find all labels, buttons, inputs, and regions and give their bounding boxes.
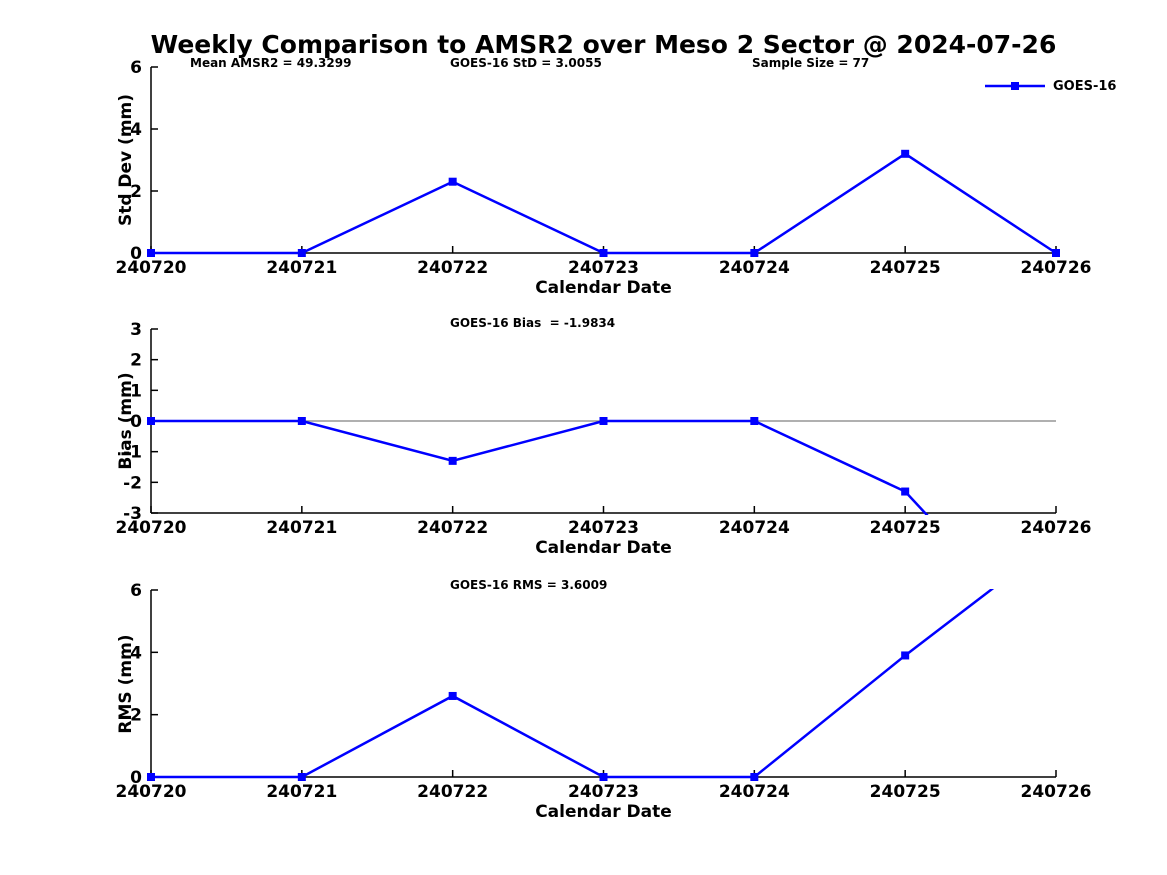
x-axis-label-rms: Calendar Date <box>535 802 672 822</box>
data-point-marker <box>750 417 759 425</box>
data-point-marker <box>448 177 457 186</box>
x-tick-label: 240724 <box>719 782 790 802</box>
x-tick-label: 240723 <box>568 258 639 278</box>
x-tick-label: 240724 <box>719 258 790 278</box>
data-point-marker <box>147 417 155 425</box>
y-tick-label: 4 <box>130 120 142 140</box>
legend: GOES-16 <box>984 78 1116 94</box>
legend-line-sample <box>985 82 1045 90</box>
y-tick-label: 3 <box>130 320 142 340</box>
data-point-marker <box>901 651 910 660</box>
x-tick-label: 240725 <box>870 258 941 278</box>
y-tick-label: 4 <box>130 643 142 663</box>
y-tick-label: 2 <box>130 351 142 371</box>
figure-title: Weekly Comparison to AMSR2 over Meso 2 S… <box>150 30 1057 59</box>
x-tick-label: 240720 <box>116 258 187 278</box>
data-point-marker <box>901 149 910 158</box>
data-point-marker <box>750 773 759 781</box>
y-tick-label: 1 <box>130 381 142 401</box>
annotation-goes16-rms: GOES-16 RMS = 3.6009 <box>450 578 608 592</box>
data-point-marker <box>297 249 306 257</box>
annotation-mean-amsr2: Mean AMSR2 = 49.3299 <box>190 56 352 70</box>
data-point-marker <box>448 691 457 700</box>
data-point-marker <box>599 773 608 781</box>
x-axis-label-stddev: Calendar Date <box>535 278 672 298</box>
data-point-marker <box>297 773 306 781</box>
x-axis-label-bias: Calendar Date <box>535 538 672 558</box>
x-tick-label: 240726 <box>1021 258 1092 278</box>
x-tick-label: 240723 <box>568 782 639 802</box>
x-tick-label: 240721 <box>266 518 337 538</box>
y-axis-label-stddev: Std Dev (mm) <box>116 93 136 227</box>
data-point-marker <box>599 249 608 257</box>
x-tick-label: 240722 <box>417 258 488 278</box>
data-line-goes16 <box>151 589 995 779</box>
data-point-marker <box>147 773 155 781</box>
x-tick-label: 240725 <box>870 782 941 802</box>
x-tick-label: 240722 <box>417 518 488 538</box>
x-tick-label: 240722 <box>417 782 488 802</box>
x-tick-label: 240726 <box>1021 782 1092 802</box>
x-tick-label: 240724 <box>719 518 790 538</box>
y-axis-label-rms: RMS (mm) <box>116 634 136 734</box>
y-tick-label: 2 <box>130 182 142 202</box>
y-tick-label: -2 <box>123 473 142 493</box>
y-tick-label: 0 <box>130 412 142 432</box>
data-point-marker <box>599 417 608 425</box>
subplot-rms: 0 2 4 6 240720 240721 240722 240723 240724 240725… <box>116 581 1092 802</box>
x-tick-label: 240723 <box>568 518 639 538</box>
y-tick-label: -1 <box>123 443 142 463</box>
y-tick-label: -3 <box>123 504 142 524</box>
data-point-marker <box>448 456 457 465</box>
data-point-marker <box>147 249 155 257</box>
annotation-goes16-bias: GOES-16 Bias = -1.9834 <box>450 316 616 330</box>
y-axis-label-bias: Bias (mm) <box>116 372 136 470</box>
legend-marker <box>1011 82 1019 90</box>
y-tick-label: 0 <box>130 244 142 264</box>
y-tick-label: 2 <box>130 706 142 726</box>
data-point-marker <box>901 487 910 496</box>
x-tick-label: 240726 <box>1021 518 1092 538</box>
annotation-sample-size: Sample Size = 77 <box>752 56 870 70</box>
annotation-goes16-std: GOES-16 StD = 3.0055 <box>450 56 602 70</box>
x-tick-label: 240720 <box>116 518 187 538</box>
subplot-stddev: 0 2 4 6 240720 240721 240722 240723 240724 240725… <box>116 58 1092 278</box>
x-tick-label: 240721 <box>266 782 337 802</box>
subplot-bias: -3 -2 -1 0 1 2 3 240720 240721 240722 240723 240724… <box>116 320 1092 538</box>
data-point-marker <box>297 417 306 425</box>
data-point-marker <box>1052 249 1060 257</box>
x-tick-label: 240725 <box>870 518 941 538</box>
data-line-goes16 <box>151 152 1057 255</box>
y-tick-label: 0 <box>130 768 142 788</box>
y-tick-label: 6 <box>130 581 142 601</box>
data-point-marker <box>750 249 759 257</box>
x-tick-label: 240721 <box>266 258 337 278</box>
x-tick-label: 240720 <box>116 782 187 802</box>
legend-label: GOES-16 <box>1053 78 1117 94</box>
y-tick-label: 6 <box>130 58 142 78</box>
